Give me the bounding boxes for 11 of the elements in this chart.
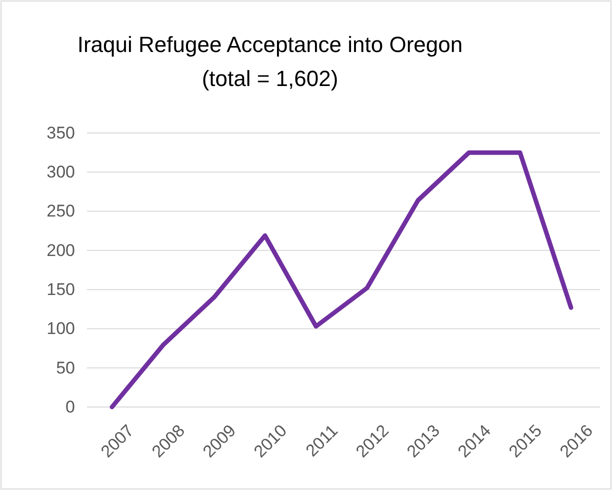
chart-title: Iraqui Refugee Acceptance into Oregon [77, 32, 463, 57]
y-tick-label: 0 [66, 397, 75, 416]
y-tick-label: 200 [46, 240, 75, 260]
y-tick-label: 100 [46, 319, 75, 338]
line-series [110, 150, 574, 410]
y-tick-label: 350 [46, 123, 75, 142]
chart-subtitle: (total = 1,602) [202, 66, 338, 91]
y-tick-label: 50 [56, 358, 75, 378]
y-tick-label: 150 [46, 280, 75, 300]
y-tick-label: 250 [46, 202, 75, 221]
y-tick-label: 300 [46, 162, 75, 182]
